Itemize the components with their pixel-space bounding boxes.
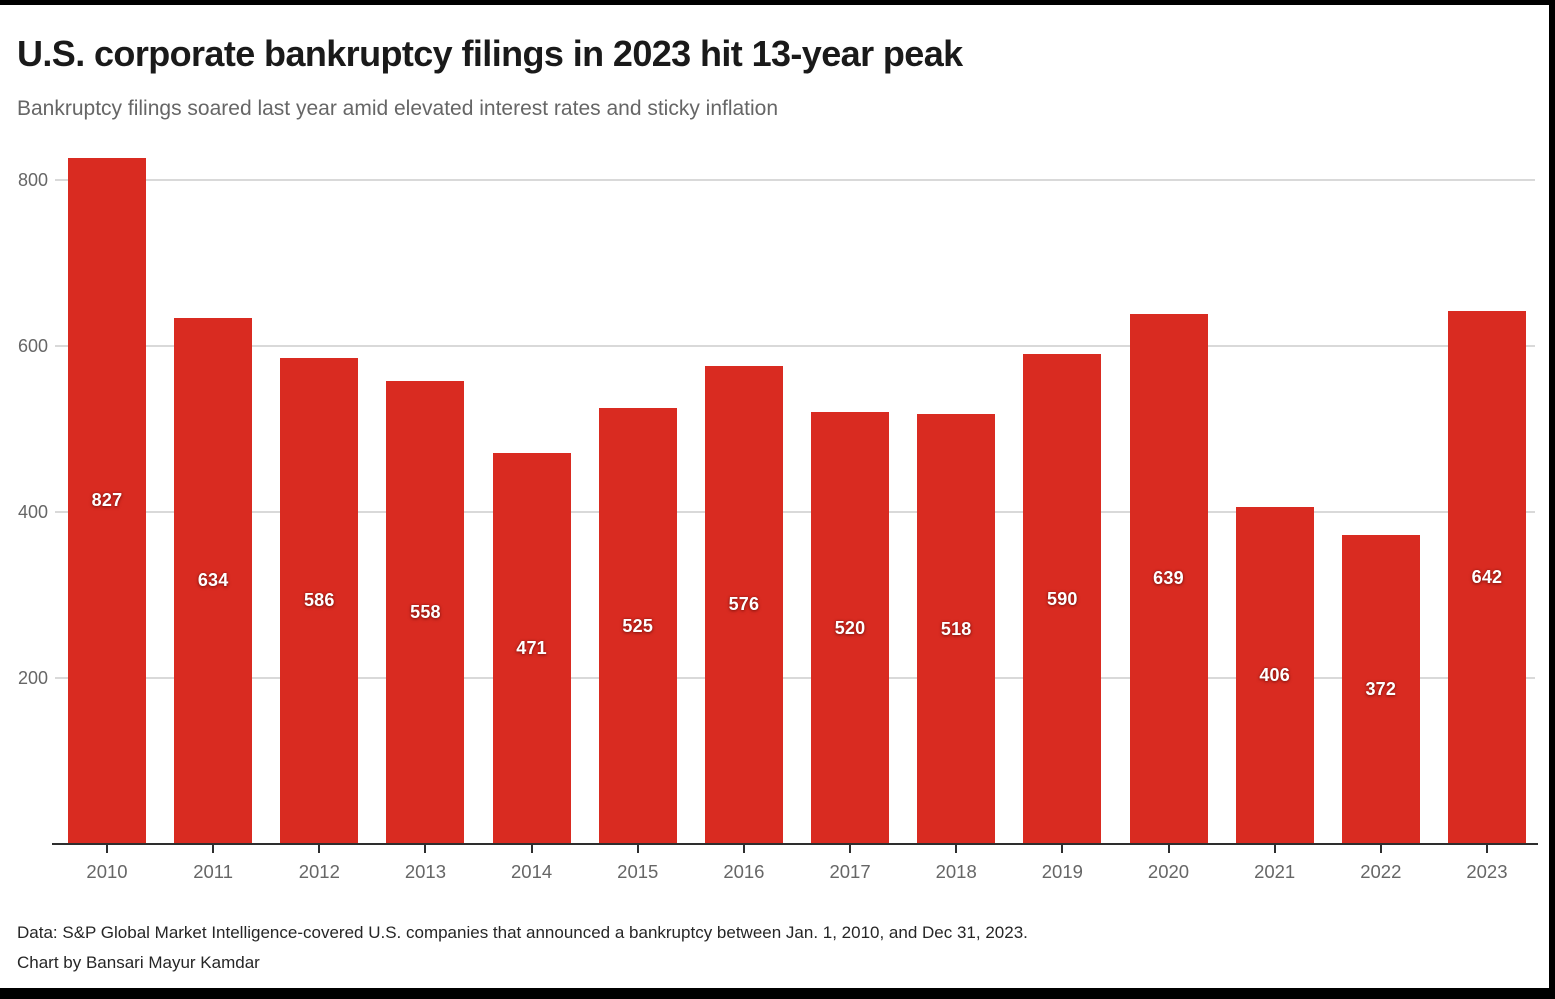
credit-note: Chart by Bansari Mayur Kamdar xyxy=(17,953,260,972)
x-tick-2013 xyxy=(424,845,427,853)
x-tick-2022 xyxy=(1379,845,1382,853)
x-tick-label-2011: 2011 xyxy=(193,861,234,882)
bar-value-label-2019: 590 xyxy=(1047,588,1078,609)
bar-value-label-2017: 520 xyxy=(834,617,866,638)
bar-2017: 520 xyxy=(811,412,890,844)
x-tick-label-2016: 2016 xyxy=(723,861,765,882)
bar-value-label-2022: 372 xyxy=(1365,679,1397,700)
bar-value-label-2014: 471 xyxy=(516,638,547,659)
gridline-800 xyxy=(55,179,1535,181)
x-tick-label-2018: 2018 xyxy=(935,861,977,882)
x-tick-label-2023: 2023 xyxy=(1466,861,1508,882)
x-tick-label-2012: 2012 xyxy=(298,861,340,882)
gridline-200 xyxy=(55,677,1535,679)
x-tick-label-2013: 2013 xyxy=(404,861,447,882)
x-tick-2012 xyxy=(318,845,321,853)
frame-border-bottom xyxy=(0,988,1555,999)
bar-value-label-2020: 639 xyxy=(1153,568,1184,589)
x-tick-2020 xyxy=(1167,845,1170,853)
x-tick-label-2015: 2015 xyxy=(617,861,659,882)
x-tick-2018 xyxy=(955,845,958,853)
x-tick-2014 xyxy=(530,845,533,853)
bar-2015: 525 xyxy=(598,408,677,844)
chart-subtitle: Bankruptcy filings soared last year amid… xyxy=(17,97,779,120)
x-tick-2010 xyxy=(106,845,108,853)
bar-value-label-2016: 576 xyxy=(728,594,760,615)
bar-2012: 586 xyxy=(280,357,359,844)
x-tick-2021 xyxy=(1273,845,1276,853)
y-tick-label-800: 800 xyxy=(17,170,48,190)
bar-2013: 558 xyxy=(386,380,465,844)
bar-2022: 372 xyxy=(1341,535,1420,844)
x-tick-2017 xyxy=(849,845,852,853)
bar-value-label-2011: 634 xyxy=(197,570,229,591)
bar-value-label-2018: 518 xyxy=(940,618,972,639)
bar-2019: 590 xyxy=(1023,354,1102,844)
x-axis-line xyxy=(52,843,1538,845)
bar-value-label-2015: 525 xyxy=(622,615,654,636)
bar-2016: 576 xyxy=(704,365,783,844)
bar-2011: 634 xyxy=(174,317,253,844)
y-tick-label-400: 400 xyxy=(17,502,48,522)
x-tick-label-2010: 2010 xyxy=(86,861,128,882)
chart-title: U.S. corporate bankruptcy filings in 202… xyxy=(17,33,963,74)
x-tick-2011 xyxy=(212,845,215,853)
bar-2018: 518 xyxy=(917,414,996,844)
bar-2023: 642 xyxy=(1447,311,1526,844)
frame-border-top xyxy=(0,0,1555,5)
x-tick-label-2019: 2019 xyxy=(1041,861,1083,882)
x-tick-2016 xyxy=(742,845,745,853)
bar-value-label-2021: 406 xyxy=(1259,665,1290,685)
x-tick-2015 xyxy=(636,845,639,853)
x-tick-label-2021: 2021 xyxy=(1254,861,1296,882)
y-tick-label-200: 200 xyxy=(17,668,48,688)
x-tick-2023 xyxy=(1485,845,1488,853)
bar-value-label-2012: 586 xyxy=(303,590,335,611)
x-tick-label-2022: 2022 xyxy=(1360,861,1402,882)
frame-border-right xyxy=(1549,0,1555,999)
bar-value-label-2023: 642 xyxy=(1471,567,1503,588)
gridline-600 xyxy=(55,345,1535,347)
bar-2014: 471 xyxy=(492,453,571,844)
y-tick-label-600: 600 xyxy=(17,336,48,356)
gridline-400 xyxy=(55,511,1535,513)
x-tick-label-2017: 2017 xyxy=(829,861,871,882)
x-tick-2019 xyxy=(1061,845,1064,853)
bar-2020: 639 xyxy=(1129,313,1208,844)
x-tick-label-2020: 2020 xyxy=(1147,861,1190,882)
footer-notes: Data: S&P Global Market Intelligence-cov… xyxy=(17,918,1028,978)
source-note: Data: S&P Global Market Intelligence-cov… xyxy=(17,923,1028,942)
bar-value-label-2013: 558 xyxy=(410,601,441,622)
x-tick-label-2014: 2014 xyxy=(511,861,553,882)
bar-2021: 406 xyxy=(1235,507,1314,844)
bar-value-label-2010: 827 xyxy=(91,490,123,511)
bar-2010: 827 xyxy=(68,157,146,844)
